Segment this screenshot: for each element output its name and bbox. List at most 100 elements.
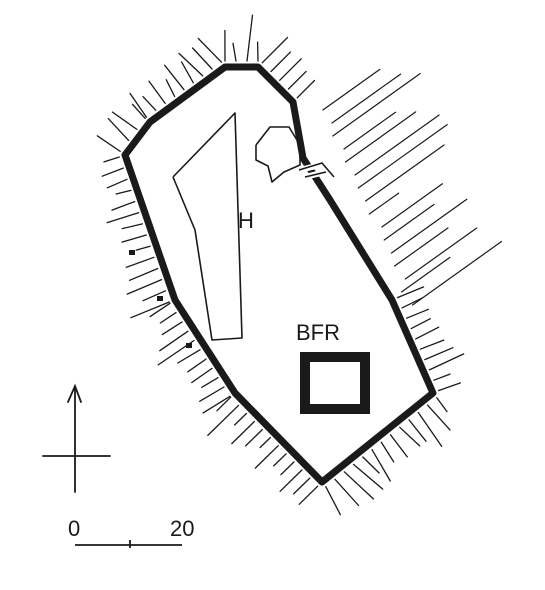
- hachure-mark: [96, 135, 121, 153]
- hachure-mark: [129, 92, 148, 118]
- hachure-mark: [142, 290, 167, 302]
- hachure-mark: [433, 373, 451, 381]
- hachure-mark: [437, 382, 462, 392]
- hachure-mark: [254, 445, 279, 469]
- hachure-mark: [187, 358, 207, 373]
- slope-line: [322, 68, 381, 111]
- hall-label: H: [238, 208, 254, 233]
- slope-line: [365, 144, 445, 202]
- hachure-mark: [106, 178, 128, 189]
- hachure-mark: [161, 321, 183, 336]
- scale-bar: [75, 540, 182, 548]
- hachure-mark: [180, 61, 194, 84]
- slope-line: [390, 198, 468, 254]
- slope-line: [357, 123, 448, 189]
- hachure-mark: [103, 156, 120, 163]
- hachure-mark: [279, 58, 302, 81]
- slope-line: [394, 227, 449, 267]
- hachure-mark: [125, 256, 155, 268]
- slope-line: [332, 72, 421, 137]
- hachure-mark: [207, 404, 240, 437]
- hachure-mark: [408, 419, 427, 442]
- hachure-mark: [107, 117, 130, 142]
- slope-line: [412, 240, 503, 306]
- hachure-mark: [415, 326, 440, 340]
- hachure-mark: [131, 103, 146, 120]
- slope-line: [343, 111, 397, 150]
- hachure-mark: [419, 339, 445, 350]
- curtain-wall: [121, 63, 437, 486]
- hachure-mark: [325, 486, 342, 516]
- slope-line: [383, 203, 435, 241]
- hachure-mark: [106, 212, 140, 224]
- hachure-mark: [424, 347, 454, 361]
- hachure-mark: [148, 80, 166, 105]
- hachure-mark: [399, 426, 421, 447]
- hachure-mark: [389, 434, 408, 458]
- gate: [298, 162, 335, 178]
- hachure-mark: [115, 189, 132, 195]
- hachure-mark: [428, 353, 465, 371]
- hachure-mark: [178, 52, 204, 77]
- hachure-mark: [401, 297, 423, 309]
- hachure-mark: [202, 395, 231, 414]
- hachure-mark: [352, 463, 384, 490]
- hachure-mark: [197, 37, 223, 63]
- hachure-mark: [201, 377, 219, 388]
- scale-start-label: 0: [68, 516, 80, 541]
- hachure-mark: [130, 301, 170, 319]
- hachure-mark: [121, 223, 144, 230]
- hachure-mark: [298, 485, 319, 505]
- hachure-mark: [261, 36, 289, 64]
- hachure-mark: [142, 95, 157, 111]
- gate-tower: [255, 126, 301, 183]
- hachure-mark: [362, 456, 380, 474]
- hachure-mark: [343, 471, 375, 500]
- outer-slope-hatching: [322, 68, 503, 306]
- hachure-mark: [165, 79, 176, 98]
- hachure-mark: [371, 448, 391, 482]
- hachure-mark: [417, 411, 443, 448]
- hachure-mark: [191, 47, 213, 70]
- hachure-mark: [259, 436, 271, 449]
- keep-label: BFR: [296, 320, 340, 345]
- hachure-mark: [177, 349, 201, 364]
- hachure-mark: [232, 42, 237, 62]
- hachure-mark: [191, 367, 213, 384]
- hachure-mark: [280, 461, 295, 476]
- hachure-mark: [135, 245, 151, 251]
- hachure-mark: [111, 111, 138, 131]
- hachure-mark: [163, 64, 185, 91]
- hachure-mark: [101, 167, 124, 177]
- hachure-mark: [126, 278, 163, 295]
- hachure-mark: [246, 14, 254, 62]
- hachure-mark: [111, 200, 136, 211]
- north-arrow-icon: [42, 383, 111, 493]
- hachure-mark: [233, 412, 248, 426]
- hachure-mark: [270, 51, 292, 73]
- hachure-mark: [128, 267, 159, 281]
- hall-building: [172, 112, 243, 341]
- hachure-mark: [426, 404, 451, 431]
- slope-line: [400, 256, 451, 293]
- slope-line: [368, 192, 400, 215]
- wall-buttresses: [129, 250, 192, 348]
- hachure-mark: [380, 441, 395, 463]
- hachure-mark: [436, 397, 448, 413]
- hachure-mark: [159, 311, 177, 324]
- slope-line: [354, 114, 440, 176]
- hachure-mark: [199, 386, 225, 402]
- slope-line: [381, 183, 443, 228]
- hachure-mark: [231, 420, 256, 445]
- keep-bergfried: [300, 352, 370, 414]
- hachure-mark: [159, 330, 189, 352]
- hachure-mark: [410, 318, 431, 330]
- slope-line: [331, 73, 402, 124]
- slope-hachures: [96, 14, 465, 516]
- hachure-mark: [292, 477, 311, 495]
- hachure-mark: [121, 234, 147, 243]
- hachure-mark: [296, 79, 316, 99]
- hachure-mark: [405, 308, 430, 319]
- hachure-mark: [149, 302, 171, 318]
